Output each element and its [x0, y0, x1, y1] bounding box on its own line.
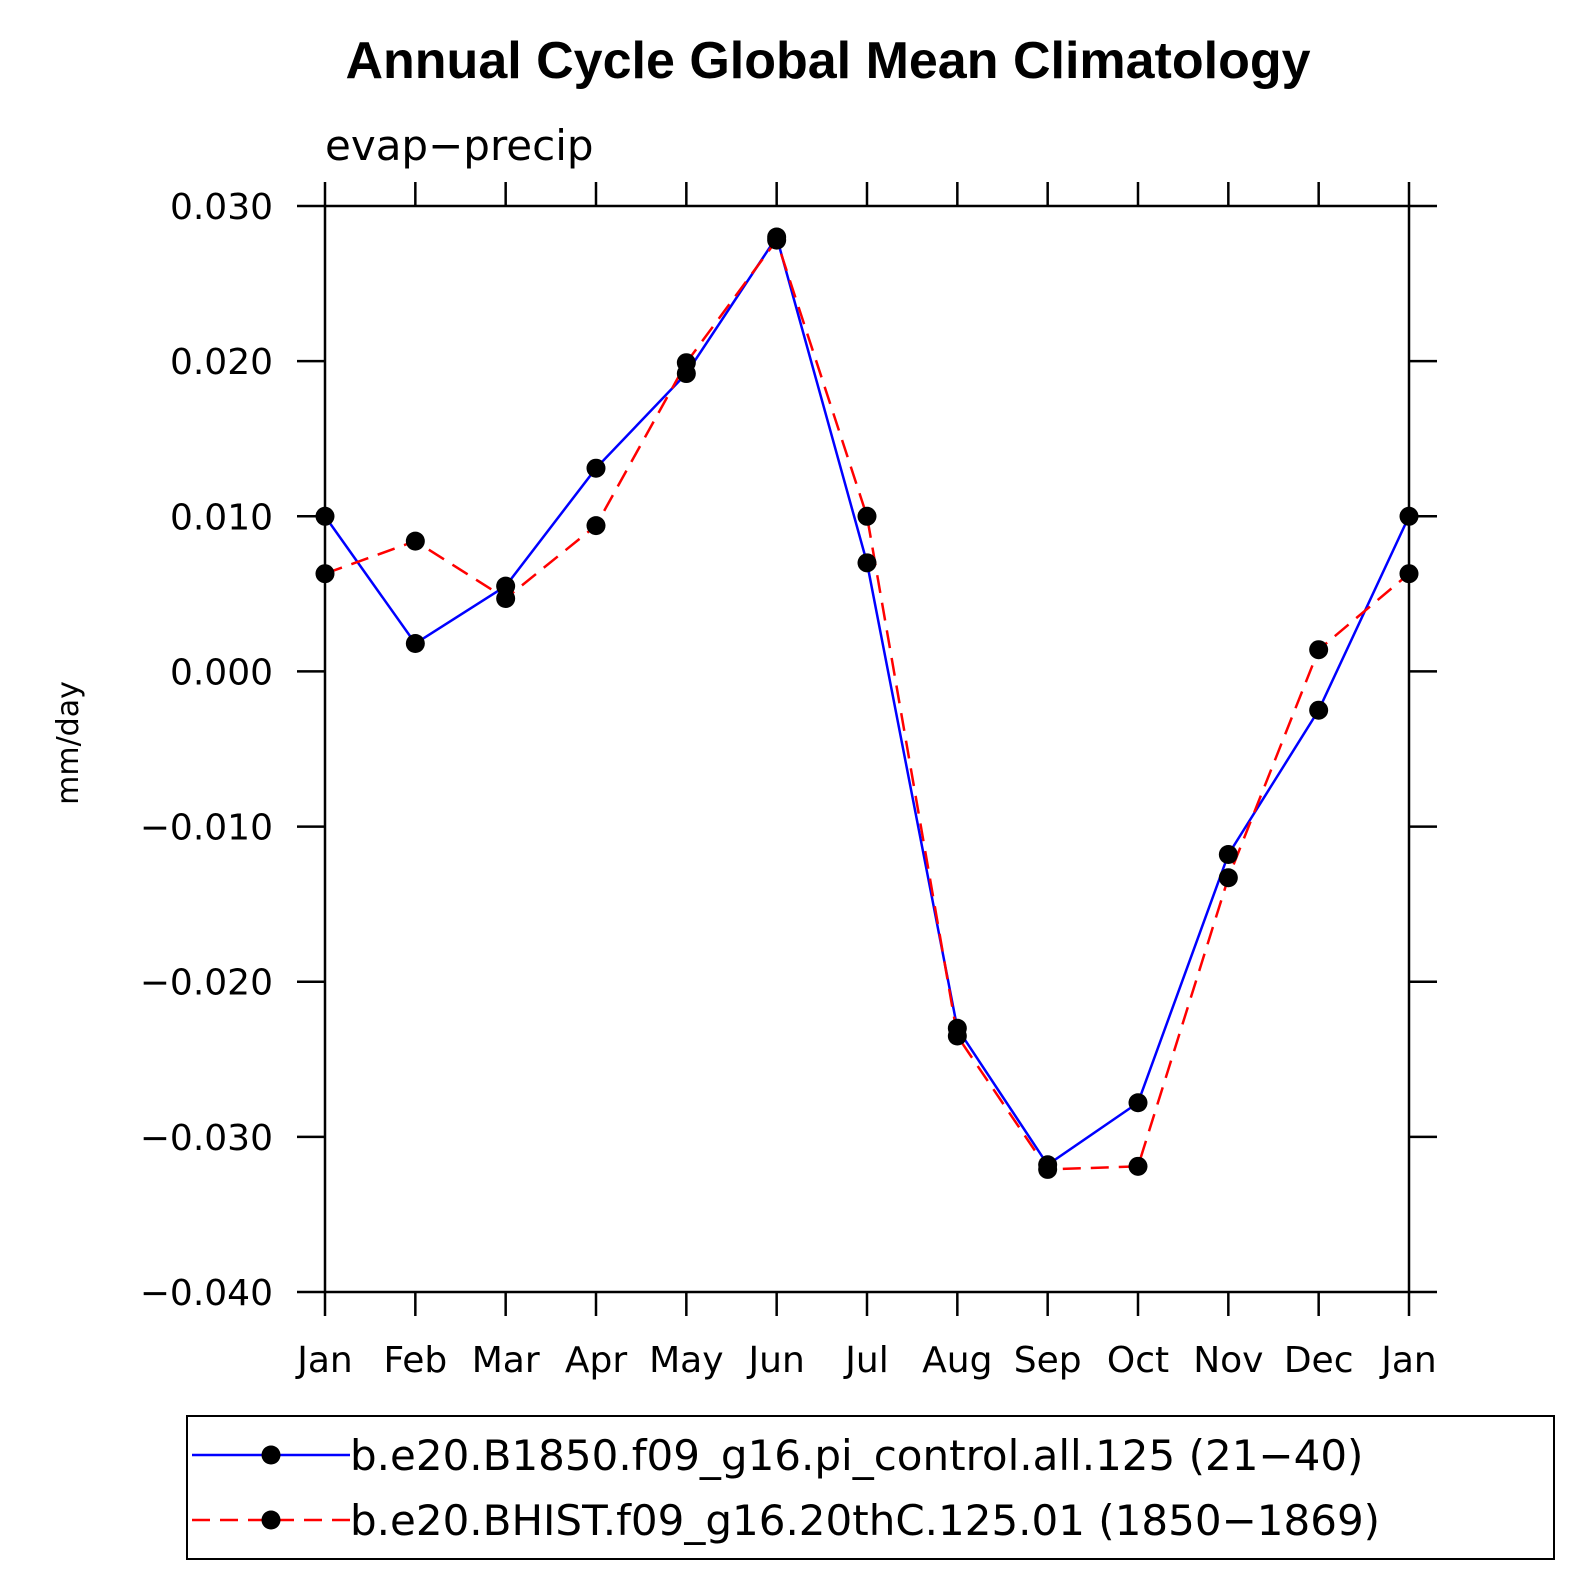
plot-frame [323, 204, 1411, 1294]
data-point-series-1 [857, 553, 877, 573]
x-tick-label: Jul [843, 1340, 888, 1381]
x-tick-label: Jan [1379, 1340, 1437, 1381]
y-tick-label: −0.030 [140, 1118, 273, 1159]
legend-label-2: b.e20.BHIST.f09_g16.20thC.125.01 (1850−1… [350, 1496, 1380, 1545]
series-line-1 [323, 234, 1411, 1167]
data-point-series-2 [496, 589, 516, 609]
legend-marker-2 [261, 1510, 281, 1530]
x-tick-label: Jan [295, 1340, 353, 1381]
x-tick-label: Aug [922, 1340, 992, 1381]
x-tick-label: Nov [1193, 1340, 1263, 1381]
data-point-series-2 [315, 564, 335, 584]
x-tick-label: May [649, 1340, 723, 1381]
data-point-series-2 [1309, 640, 1329, 660]
chart-subtitle: evap−precip [325, 121, 594, 170]
data-point-series-1 [405, 634, 425, 654]
data-point-series-2 [405, 531, 425, 551]
x-tick-label: Apr [565, 1340, 627, 1381]
y-tick-label: −0.040 [140, 1273, 273, 1314]
data-point-series-2 [947, 1026, 967, 1046]
series-line-2 [324, 237, 1410, 1171]
data-point-series-2 [1038, 1159, 1058, 1179]
data-point-series-2 [1399, 564, 1419, 584]
x-tick-label: Feb [383, 1340, 447, 1381]
data-point-series-2 [1128, 1156, 1148, 1176]
y-tick-label: 0.020 [170, 342, 273, 383]
x-tick-label: Sep [1014, 1340, 1082, 1381]
chart-title: Annual Cycle Global Mean Climatology [345, 32, 1310, 90]
data-point-series-1 [1218, 844, 1238, 864]
data-point-series-2 [586, 516, 606, 536]
y-tick-label: 0.010 [170, 497, 273, 538]
data-point-series-1 [1309, 700, 1329, 720]
x-tick-label: Jun [747, 1340, 805, 1381]
y-axis-label: mm/day [51, 681, 86, 805]
legend: b.e20.B1850.f09_g16.pi_control.all.125 (… [186, 1415, 1555, 1560]
x-tick-label: Mar [472, 1340, 540, 1381]
data-point-series-1 [586, 458, 606, 478]
legend-label-1: b.e20.B1850.f09_g16.pi_control.all.125 (… [350, 1431, 1363, 1480]
data-point-series-1 [1128, 1093, 1148, 1113]
y-tick-label: −0.020 [140, 963, 273, 1004]
data-point-series-1 [315, 506, 335, 526]
legend-marker-1 [261, 1445, 281, 1465]
data-point-series-2 [676, 353, 696, 373]
x-tick-label: Oct [1107, 1340, 1169, 1381]
legend-box [186, 1415, 1555, 1560]
data-point-series-2 [857, 506, 877, 526]
y-tick-label: −0.010 [140, 808, 273, 849]
data-point-series-2 [767, 230, 787, 250]
data-point-series-2 [1218, 868, 1238, 888]
x-tick-label: Dec [1284, 1340, 1354, 1381]
y-tick-label: 0.030 [170, 187, 273, 228]
data-point-series-1 [1399, 506, 1419, 526]
y-tick-label: 0.000 [170, 652, 273, 693]
